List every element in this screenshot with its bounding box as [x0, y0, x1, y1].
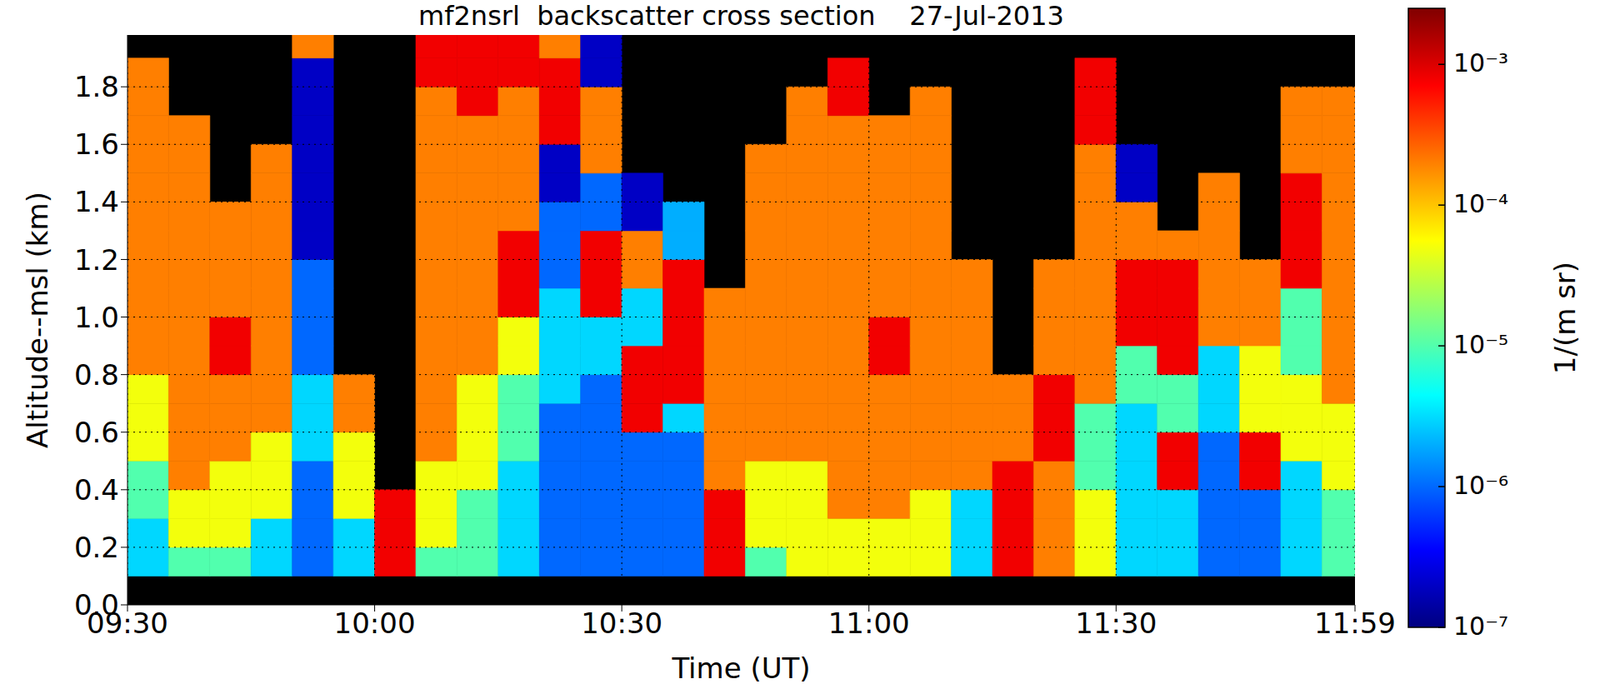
svg-text:11:30: 11:30	[1075, 606, 1157, 640]
svg-text:1.4: 1.4	[74, 185, 120, 219]
svg-text:11:00: 11:00	[828, 606, 910, 640]
svg-text:10:00: 10:00	[334, 606, 416, 640]
svg-text:1.0: 1.0	[74, 300, 120, 335]
html-text:Time (UT): Time (UT)	[672, 651, 811, 685]
svg-text:0.6: 0.6	[74, 415, 120, 450]
html-text:Altitude--msl (km): Altitude--msl (km)	[20, 191, 55, 449]
svg-text:0.4: 0.4	[74, 473, 120, 507]
html-text:mf2nsrl backscatter cross sect: mf2nsrl backscatter cross section 27-Jul…	[418, 0, 1065, 32]
svg-text:10⁻³: 10⁻³	[1453, 48, 1509, 78]
svg-text:1.6: 1.6	[74, 127, 120, 161]
svg-text:10⁻⁴: 10⁻⁴	[1453, 189, 1509, 219]
svg-text:10⁻⁵: 10⁻⁵	[1453, 330, 1509, 360]
svg-text:11:59: 11:59	[1314, 606, 1396, 640]
svg-text:10⁻⁷: 10⁻⁷	[1453, 611, 1509, 641]
svg-text:0.2: 0.2	[74, 530, 120, 565]
svg-text:1.2: 1.2	[74, 243, 120, 277]
svg-text:10⁻⁶: 10⁻⁶	[1453, 470, 1509, 500]
svg-text:0.8: 0.8	[74, 358, 120, 392]
svg-text:1.8: 1.8	[74, 70, 120, 104]
svg-text:09:30: 09:30	[86, 606, 169, 641]
svg-text:1/(m sr): 1/(m sr)	[1548, 261, 1582, 375]
svg-text:10:30: 10:30	[580, 606, 663, 640]
svg-text:0.0: 0.0	[74, 588, 120, 622]
